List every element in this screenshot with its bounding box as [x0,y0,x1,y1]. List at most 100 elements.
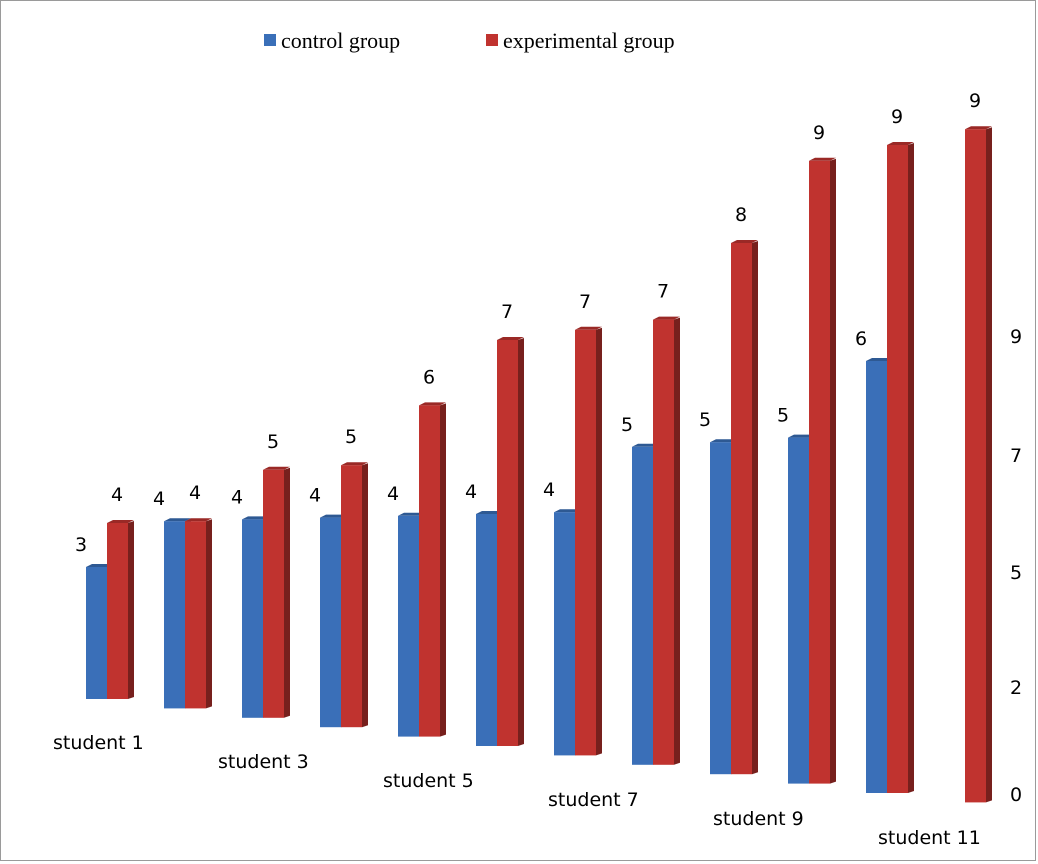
bar-experimental-4-value-label: 5 [345,426,357,448]
bar-experimental-9 [731,240,758,775]
bar-experimental-6-top [497,337,524,340]
bar-control-3-top [242,516,269,520]
bar-experimental-2-front [185,521,206,709]
bar-control-11-top [866,358,893,361]
bar-control-8-front [632,446,653,765]
bar-control-4-value-label: 4 [309,485,321,507]
bar-experimental-5 [419,402,446,737]
bar-experimental-9-front [731,243,752,775]
bar-experimental-11 [887,142,914,793]
x-tick-label: student 1 [53,732,144,754]
bars-group [86,126,992,803]
bar-experimental-2-top [185,518,212,522]
y-tick-label-5: 5 [1010,562,1022,584]
bar-experimental-4 [341,462,368,728]
bar-experimental-6-side [518,338,524,746]
bar-control-3-value-label: 4 [231,486,243,508]
bar-experimental-6-value-label: 7 [501,301,513,323]
bar-control-9-front [710,442,731,775]
bar-control-6-front [476,514,497,746]
bar-experimental-5-side [440,403,446,737]
bar-control-2-value-label: 4 [153,488,165,510]
bar-control-5-top [398,512,425,516]
bar-control-9-top [710,439,737,443]
bar-control-6-value-label: 4 [465,481,477,503]
bar-experimental-8-side [674,317,680,765]
y-tick-label-0: 0 [1010,784,1022,806]
bar-experimental-9-value-label: 8 [735,204,747,226]
legend-swatch-experimental [486,34,498,46]
bar-experimental-12-front [965,129,986,803]
bar-experimental-4-front [341,465,362,728]
bar-experimental-11-front [887,145,908,793]
bar-control-7-top [554,509,581,513]
bar-experimental-7-side [596,327,602,756]
bar-control-1-value-label: 3 [75,534,87,556]
bar-control-2-front [164,521,185,709]
x-axis-labels: student 1 student 3 student 5 student 7 stud… [53,732,981,849]
y-tick-label-7: 7 [1010,445,1022,467]
bar-experimental-4-side [362,463,368,728]
bar-control-8-top [632,443,659,447]
bar-experimental-10 [809,157,836,784]
bar-experimental-3-front [263,469,284,718]
bar-experimental-11-top [887,142,914,145]
bar-control-8-value-label: 5 [621,414,633,436]
x-tick-label: student 9 [713,808,804,830]
bar-experimental-2-side [206,519,212,709]
bar-experimental-11-side [908,143,914,793]
bar-experimental-5-front [419,405,440,737]
bar-control-6-top [476,511,503,514]
bar-experimental-10-front [809,160,830,784]
bar-experimental-9-top [731,240,758,243]
bar-experimental-1-side [128,521,134,699]
bar-control-10-front [788,437,809,784]
bar-control-3-front [242,519,263,718]
bar-experimental-10-value-label: 9 [813,122,825,144]
bar-experimental-3-value-label: 5 [267,431,279,453]
bar-experimental-8 [653,316,680,765]
y-tick-label-9: 9 [1010,326,1022,348]
bar-experimental-12 [965,126,992,803]
bar-control-10-value-label: 5 [777,405,789,427]
bar-experimental-12-value-label: 9 [969,90,981,112]
legend: control group experimental group [264,28,675,53]
x-tick-label: student 7 [548,789,639,811]
x-tick-label: student 3 [218,751,309,773]
bar-experimental-6-front [497,340,518,746]
bar-control-11-front [866,361,887,793]
bar-experimental-2-value-label: 4 [189,482,201,504]
bar-experimental-10-top [809,157,836,161]
bar-control-4-top [320,514,347,518]
legend-label-experimental: experimental group [503,28,675,53]
data-labels-group: 3 4 4 4 4 5 4 5 4 6 4 7 4 7 5 7 5 8 5 9 6 9 9 [75,90,981,556]
bar-experimental-12-side [986,127,992,803]
bar-experimental-7 [575,326,602,756]
bar-control-9-value-label: 5 [699,409,711,431]
bar-experimental-2 [185,518,212,709]
bar-experimental-1-value-label: 4 [111,484,123,506]
bar-experimental-6 [497,337,524,746]
bar-experimental-8-value-label: 7 [657,281,669,303]
bar-experimental-5-value-label: 6 [423,366,435,388]
bar-control-5-front [398,515,419,737]
x-tick-label: student 5 [383,770,474,792]
bar-control-2-top [164,518,191,522]
bar-experimental-12-top [965,126,992,130]
bar-control-4-front [320,517,341,728]
bar-experimental-8-front [653,319,674,765]
bar-control-11-value-label: 6 [855,328,867,350]
bar-experimental-3-side [284,467,290,718]
bar-experimental-1-front [107,523,128,699]
bar-control-7-front [554,512,575,756]
legend-swatch-control [264,34,276,46]
bar-experimental-7-top [575,326,602,330]
bar-experimental-1-top [107,520,134,523]
bar-control-7-value-label: 4 [543,479,555,501]
legend-label-control: control group [281,28,400,53]
y-axis-labels: 0 2 5 7 9 [1010,326,1022,806]
bar-experimental-8-top [653,316,680,320]
bar-experimental-5-top [419,402,446,406]
bar-experimental-9-side [752,241,758,775]
